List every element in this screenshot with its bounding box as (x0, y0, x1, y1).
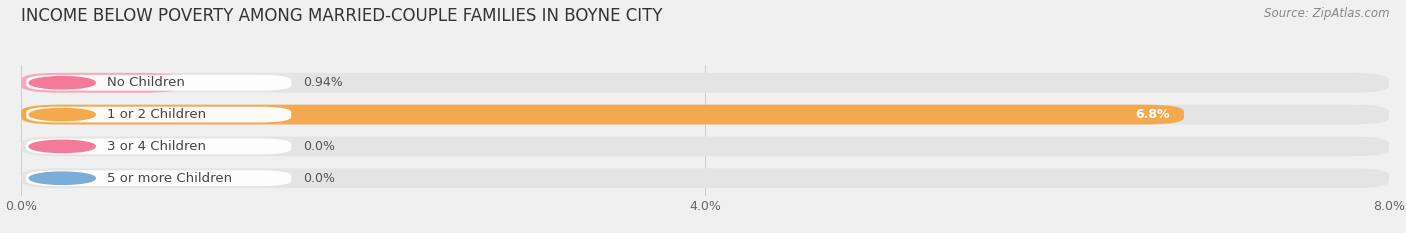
FancyBboxPatch shape (21, 105, 1389, 124)
FancyBboxPatch shape (21, 73, 181, 93)
FancyBboxPatch shape (21, 168, 1389, 188)
Text: INCOME BELOW POVERTY AMONG MARRIED-COUPLE FAMILIES IN BOYNE CITY: INCOME BELOW POVERTY AMONG MARRIED-COUPL… (21, 7, 662, 25)
FancyBboxPatch shape (27, 107, 291, 123)
Circle shape (30, 172, 96, 184)
FancyBboxPatch shape (27, 138, 291, 154)
Text: 0.94%: 0.94% (304, 76, 343, 89)
Text: 1 or 2 Children: 1 or 2 Children (107, 108, 207, 121)
Circle shape (30, 77, 96, 89)
FancyBboxPatch shape (21, 137, 1389, 156)
Text: 0.0%: 0.0% (304, 172, 335, 185)
Circle shape (30, 140, 96, 153)
FancyBboxPatch shape (21, 105, 1184, 124)
Circle shape (30, 108, 96, 121)
Text: Source: ZipAtlas.com: Source: ZipAtlas.com (1264, 7, 1389, 20)
Text: 5 or more Children: 5 or more Children (107, 172, 232, 185)
Text: No Children: No Children (107, 76, 184, 89)
Text: 0.0%: 0.0% (304, 140, 335, 153)
Text: 6.8%: 6.8% (1136, 108, 1170, 121)
FancyBboxPatch shape (27, 75, 291, 91)
FancyBboxPatch shape (27, 170, 291, 186)
Text: 3 or 4 Children: 3 or 4 Children (107, 140, 205, 153)
FancyBboxPatch shape (21, 73, 1389, 93)
